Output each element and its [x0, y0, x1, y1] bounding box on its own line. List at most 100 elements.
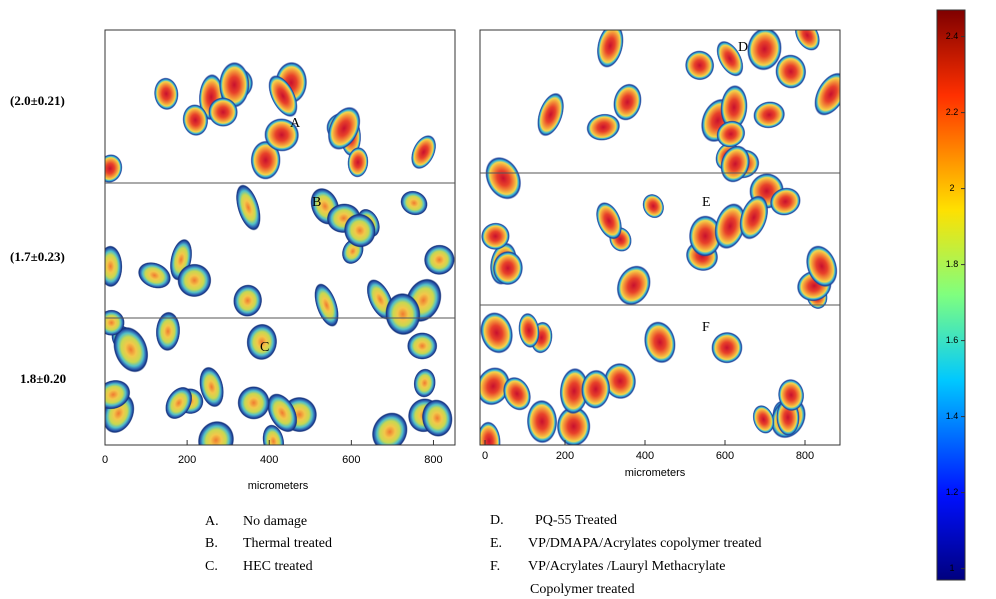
blob: [343, 213, 376, 248]
colorbar-tick-label: 1: [949, 563, 954, 573]
colorbar-tick-label: 1.2: [946, 487, 959, 497]
blob: [753, 101, 786, 129]
legend-text: Thermal treated: [243, 536, 332, 551]
legend-text: PQ-55 Treated: [535, 513, 617, 528]
blob: [153, 77, 179, 111]
blob: [805, 245, 838, 288]
x-tick-label: 400: [260, 454, 278, 466]
x-axis-label: micrometers: [248, 480, 309, 492]
blob: [233, 284, 263, 317]
blob: [711, 331, 743, 364]
blob: [246, 323, 278, 361]
blob: [177, 263, 212, 298]
blob: [105, 154, 123, 183]
blob: [262, 424, 285, 445]
blob: [423, 244, 455, 276]
blob: [480, 312, 514, 354]
x-tick-label: 800: [796, 450, 814, 462]
blob: [777, 378, 805, 412]
x-tick-label: 200: [556, 450, 574, 462]
blob: [596, 30, 624, 68]
panel-frame: [479, 29, 841, 446]
colorbar-tick-label: 2.2: [946, 107, 959, 117]
legend-key: C.: [205, 559, 218, 574]
x-axis-label: micrometers: [625, 467, 686, 479]
blob: [752, 404, 775, 434]
blob: [385, 292, 421, 336]
legend-key: F.: [490, 559, 500, 574]
blob: [407, 332, 438, 360]
blob: [421, 399, 453, 437]
legend-key: D.: [490, 513, 504, 528]
blob: [218, 61, 250, 108]
legend-text: Copolymer treated: [530, 582, 635, 597]
row-value: (2.0±0.21): [10, 93, 65, 108]
blob: [268, 75, 298, 118]
x-tick-label: 0: [102, 454, 108, 466]
heatmap-left: [105, 61, 455, 445]
legend-text: No damage: [243, 514, 307, 529]
blob: [485, 156, 522, 200]
blob: [182, 104, 209, 137]
blob: [105, 379, 131, 410]
legend-key: E.: [490, 536, 502, 551]
legend-text: VP/DMAPA/Acrylates copolymer treated: [528, 536, 762, 551]
blob: [775, 54, 807, 89]
blob: [688, 215, 722, 257]
blob: [105, 309, 125, 336]
panel-label: B: [312, 195, 321, 210]
colorbar-tick-label: 1.6: [946, 335, 959, 345]
blob: [502, 376, 532, 411]
blob: [769, 187, 801, 216]
blob: [518, 312, 540, 349]
blob: [716, 120, 746, 148]
blob: [480, 421, 501, 445]
x-tick-label: 600: [342, 454, 360, 466]
blob: [197, 420, 235, 445]
blob: [613, 83, 642, 121]
x-tick-label: 200: [178, 454, 196, 466]
panel-frame: [104, 29, 456, 446]
blob: [413, 368, 436, 398]
blob: [347, 147, 369, 178]
x-tick-label: 0: [482, 450, 488, 462]
blob: [314, 283, 339, 327]
blob: [113, 326, 149, 373]
panel-label: D: [738, 40, 748, 55]
blob: [155, 311, 181, 352]
colorbar-tick-label: 1.4: [946, 411, 959, 421]
legend-key: A.: [205, 514, 219, 529]
blob: [208, 97, 238, 127]
blob: [643, 321, 676, 364]
blob: [747, 30, 782, 71]
panel-label: C: [260, 340, 269, 355]
blob: [199, 366, 224, 408]
colorbar: [936, 9, 966, 581]
blob: [595, 201, 623, 240]
blob: [642, 193, 665, 219]
blob: [327, 106, 361, 151]
blob: [250, 140, 281, 180]
blob: [714, 203, 746, 250]
colorbar-tick-label: 2: [949, 183, 954, 193]
blob: [165, 386, 193, 420]
panel-label: F: [702, 320, 710, 335]
blob: [814, 72, 840, 116]
legend-text: VP/Acrylates /Lauryl Methacrylate: [528, 559, 725, 574]
blob: [237, 386, 270, 420]
blob: [526, 399, 558, 444]
blob: [581, 369, 611, 409]
blob: [492, 250, 524, 286]
blob: [720, 84, 748, 130]
blob: [716, 40, 744, 77]
blob: [400, 190, 428, 216]
panel-label: E: [702, 195, 711, 210]
legend-text: HEC treated: [243, 559, 313, 574]
blob: [411, 134, 437, 170]
blob: [105, 245, 123, 288]
x-tick-label: 400: [636, 450, 654, 462]
blob: [537, 92, 565, 137]
blob: [794, 30, 820, 51]
blob: [267, 393, 298, 433]
blob: [371, 412, 408, 445]
